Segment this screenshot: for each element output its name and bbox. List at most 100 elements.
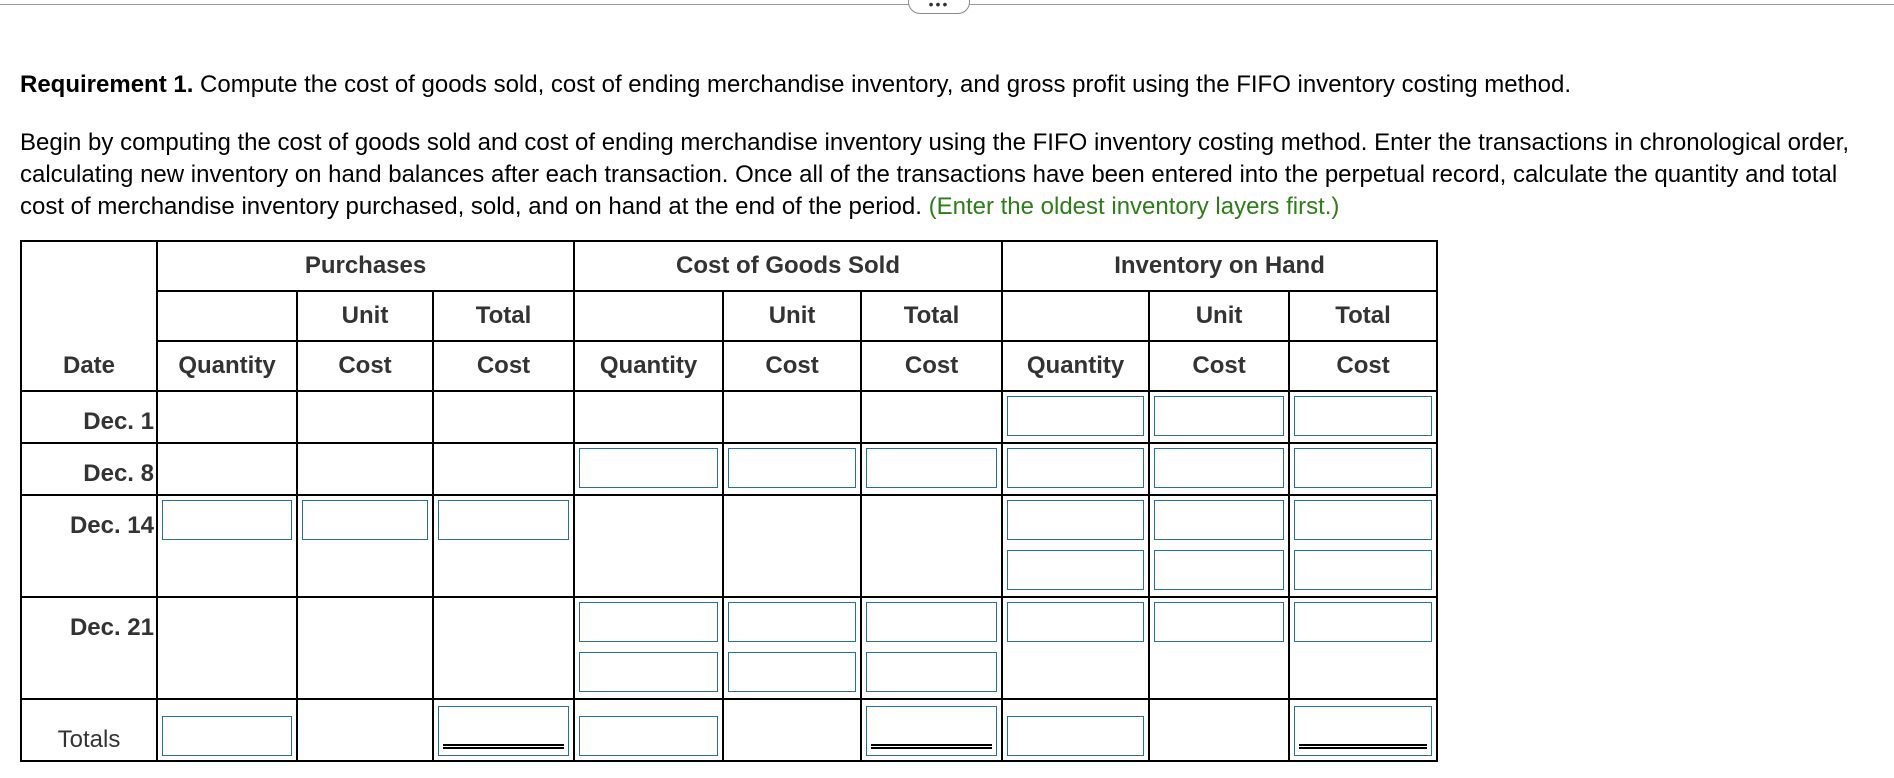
cell (431, 494, 576, 598)
cell (1001, 494, 1151, 598)
dec8-cogs-unit-cost-input[interactable] (728, 448, 857, 488)
dec1-inv-quantity-input[interactable] (1007, 396, 1145, 436)
dec21-inv-unit-cost-input[interactable] (1154, 602, 1285, 642)
cell (1288, 698, 1439, 762)
dec21-cogs-total-cost-input-1[interactable] (866, 602, 998, 642)
date-header-blank-2 (20, 291, 158, 341)
cell (1148, 442, 1291, 496)
totals-label-cell: Totals (20, 698, 158, 762)
inv-total-top: Total (1288, 290, 1439, 342)
inv-unit-cost-header: Cost (1148, 340, 1291, 392)
dec1-inv-total-cost-input[interactable] (1294, 396, 1433, 436)
row-date-label: Dec. 21 (69, 614, 154, 641)
dec8-cogs-quantity-input[interactable] (579, 448, 719, 488)
cell (1001, 442, 1151, 496)
cell (722, 390, 863, 444)
cell (722, 442, 863, 496)
cell (573, 442, 725, 496)
cogs-header: Cost of Goods Sold (573, 240, 1004, 292)
cogs-total-cost-header: Cost (860, 340, 1004, 392)
cell (573, 698, 725, 762)
table-row: Dec. 1 (20, 390, 1439, 444)
purchases-total-cost-header: Cost (431, 340, 576, 392)
dec8-inv-unit-cost-input[interactable] (1154, 448, 1285, 488)
totals-purchases-total-cost-input[interactable] (438, 706, 570, 756)
cell (296, 442, 434, 496)
inv-qty-top (1001, 290, 1151, 342)
cell (296, 390, 434, 444)
totals-cogs-quantity-input[interactable] (579, 716, 719, 756)
dec21-cogs-quantity-input-1[interactable] (579, 602, 719, 642)
cell (860, 390, 1004, 444)
cell (1148, 698, 1291, 762)
dec1-inv-unit-cost-input[interactable] (1154, 396, 1285, 436)
cell (722, 494, 863, 598)
instructions-hint: (Enter the oldest inventory layers first… (928, 193, 1340, 220)
cell (1148, 390, 1291, 444)
dec8-inv-quantity-input[interactable] (1007, 448, 1145, 488)
purchases-qty-top (156, 290, 298, 342)
cell (1288, 442, 1439, 496)
table-row: Dec. 8 (20, 442, 1439, 496)
cell (573, 494, 725, 598)
dec21-cogs-unit-cost-input-2[interactable] (728, 652, 857, 692)
dec14-purchases-total-cost-input[interactable] (438, 500, 570, 540)
totals-label: Totals (57, 726, 121, 753)
purchases-unit-cost-header: Cost (296, 340, 434, 392)
fifo-perpetual-record-table: Purchases Cost of Goods Sold Inventory o… (20, 240, 1439, 762)
dec8-inv-total-cost-input[interactable] (1294, 448, 1433, 488)
instructions-text: Begin by computing the cost of goods sol… (20, 129, 1850, 220)
row-date: Dec. 8 (20, 442, 158, 496)
row-date-label: Dec. 8 (83, 460, 154, 487)
totals-row: Totals (20, 698, 1439, 762)
dec14-inv-total-cost-input-2[interactable] (1294, 550, 1433, 590)
dec21-cogs-unit-cost-input-1[interactable] (728, 602, 857, 642)
cogs-unit-cost-header: Cost (722, 340, 863, 392)
cell (296, 596, 434, 700)
inv-unit-top: Unit (1148, 290, 1291, 342)
cell (722, 596, 863, 700)
cell (156, 442, 298, 496)
dec14-inv-unit-cost-input-2[interactable] (1154, 550, 1285, 590)
totals-cogs-total-cost-input[interactable] (866, 706, 998, 756)
cell (431, 596, 576, 700)
dec21-cogs-total-cost-input-2[interactable] (866, 652, 998, 692)
totals-inv-quantity-input[interactable] (1007, 716, 1145, 756)
cell (296, 698, 434, 762)
instructions-paragraph: Begin by computing the cost of goods sol… (20, 127, 1880, 223)
row-date-label: Dec. 14 (69, 512, 154, 539)
dec14-purchases-quantity-input[interactable] (162, 500, 292, 540)
cell (1001, 596, 1151, 700)
dec14-inv-total-cost-input-1[interactable] (1294, 500, 1433, 540)
cell (156, 494, 298, 598)
cell (1001, 698, 1151, 762)
cogs-unit-top: Unit (722, 290, 863, 342)
purchases-qty-header: Quantity (156, 340, 298, 392)
table-row: Dec. 14 (20, 494, 1439, 598)
dec8-cogs-total-cost-input[interactable] (866, 448, 998, 488)
totals-inv-total-cost-input[interactable] (1294, 706, 1433, 756)
totals-purchases-quantity-input[interactable] (162, 716, 292, 756)
purchases-header: Purchases (155, 240, 576, 292)
cell (1148, 494, 1291, 598)
dec21-cogs-quantity-input-2[interactable] (579, 652, 719, 692)
cell (1001, 390, 1151, 444)
cell (722, 698, 863, 762)
row-date: Dec. 21 (20, 596, 158, 700)
cell (156, 698, 298, 762)
row-date: Dec. 1 (20, 390, 158, 444)
expand-button[interactable]: ••• (908, 0, 970, 14)
cell (156, 596, 298, 700)
requirement-heading: Requirement 1. Compute the cost of goods… (20, 70, 1571, 100)
inv-qty-header: Quantity (1001, 340, 1151, 392)
dec21-inv-quantity-input[interactable] (1007, 602, 1145, 642)
dec14-inv-unit-cost-input-1[interactable] (1154, 500, 1285, 540)
cell (573, 390, 725, 444)
dec21-inv-total-cost-input[interactable] (1294, 602, 1433, 642)
dec14-inv-quantity-input-2[interactable] (1007, 550, 1145, 590)
cell (1288, 596, 1439, 700)
purchases-unit-top: Unit (296, 290, 434, 342)
cell (1288, 390, 1439, 444)
dec14-inv-quantity-input-1[interactable] (1007, 500, 1145, 540)
dec14-purchases-unit-cost-input[interactable] (302, 500, 428, 540)
